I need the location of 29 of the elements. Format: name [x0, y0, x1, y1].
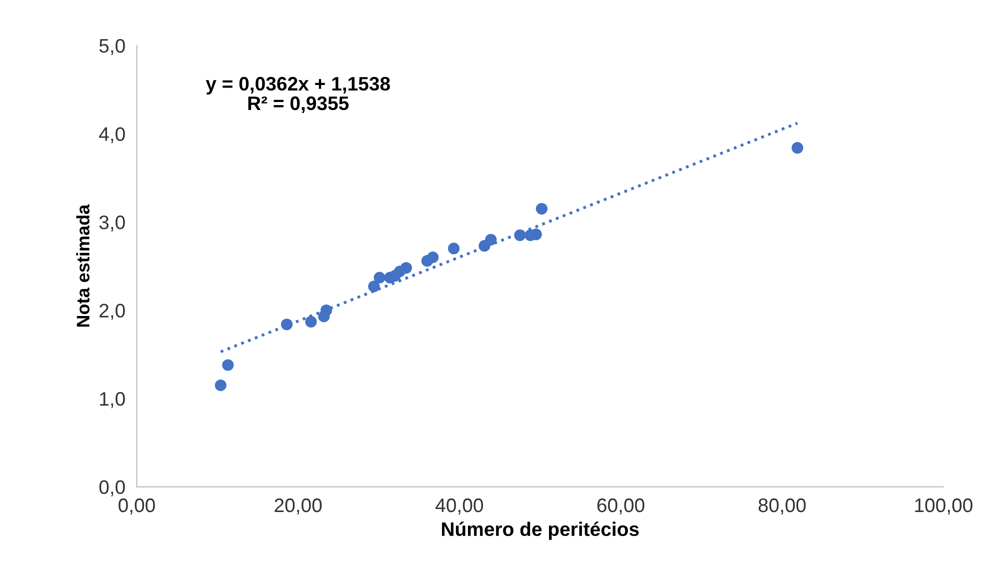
x-tick-label: 20,00 [274, 498, 322, 514]
x-tick-label: 80,00 [758, 498, 806, 514]
point [368, 280, 380, 292]
point [485, 234, 497, 246]
x-tick-label: 40,00 [436, 498, 483, 514]
y-tick-label: 1,0 [100, 392, 125, 408]
point [222, 359, 234, 371]
point [320, 304, 332, 316]
y-tick-label: 4,0 [99, 127, 125, 144]
point [374, 272, 386, 284]
x-tick-label: 0,00 [118, 498, 155, 514]
x-axis-title: Número de peritécios [442, 522, 639, 540]
point [448, 242, 460, 254]
point [514, 229, 526, 242]
point [305, 316, 317, 328]
y-tick-label: 0,0 [99, 480, 125, 496]
y-tick-label: 2,0 [100, 304, 125, 320]
x-tick-label: 60,00 [597, 498, 644, 514]
point [426, 252, 439, 264]
y-tick-label: 3,0 [99, 215, 125, 232]
annotation: y = 0,0362x + 1,1538 R² = 0,9355 [206, 76, 390, 114]
y-tick-label: 5,0 [99, 38, 125, 56]
y-axis-title: Nota estimada [76, 204, 90, 327]
point [792, 142, 804, 154]
point [400, 262, 412, 274]
point [280, 318, 293, 330]
point [214, 379, 226, 392]
point [536, 202, 548, 215]
x-tick-label: 100,00 [915, 498, 972, 514]
